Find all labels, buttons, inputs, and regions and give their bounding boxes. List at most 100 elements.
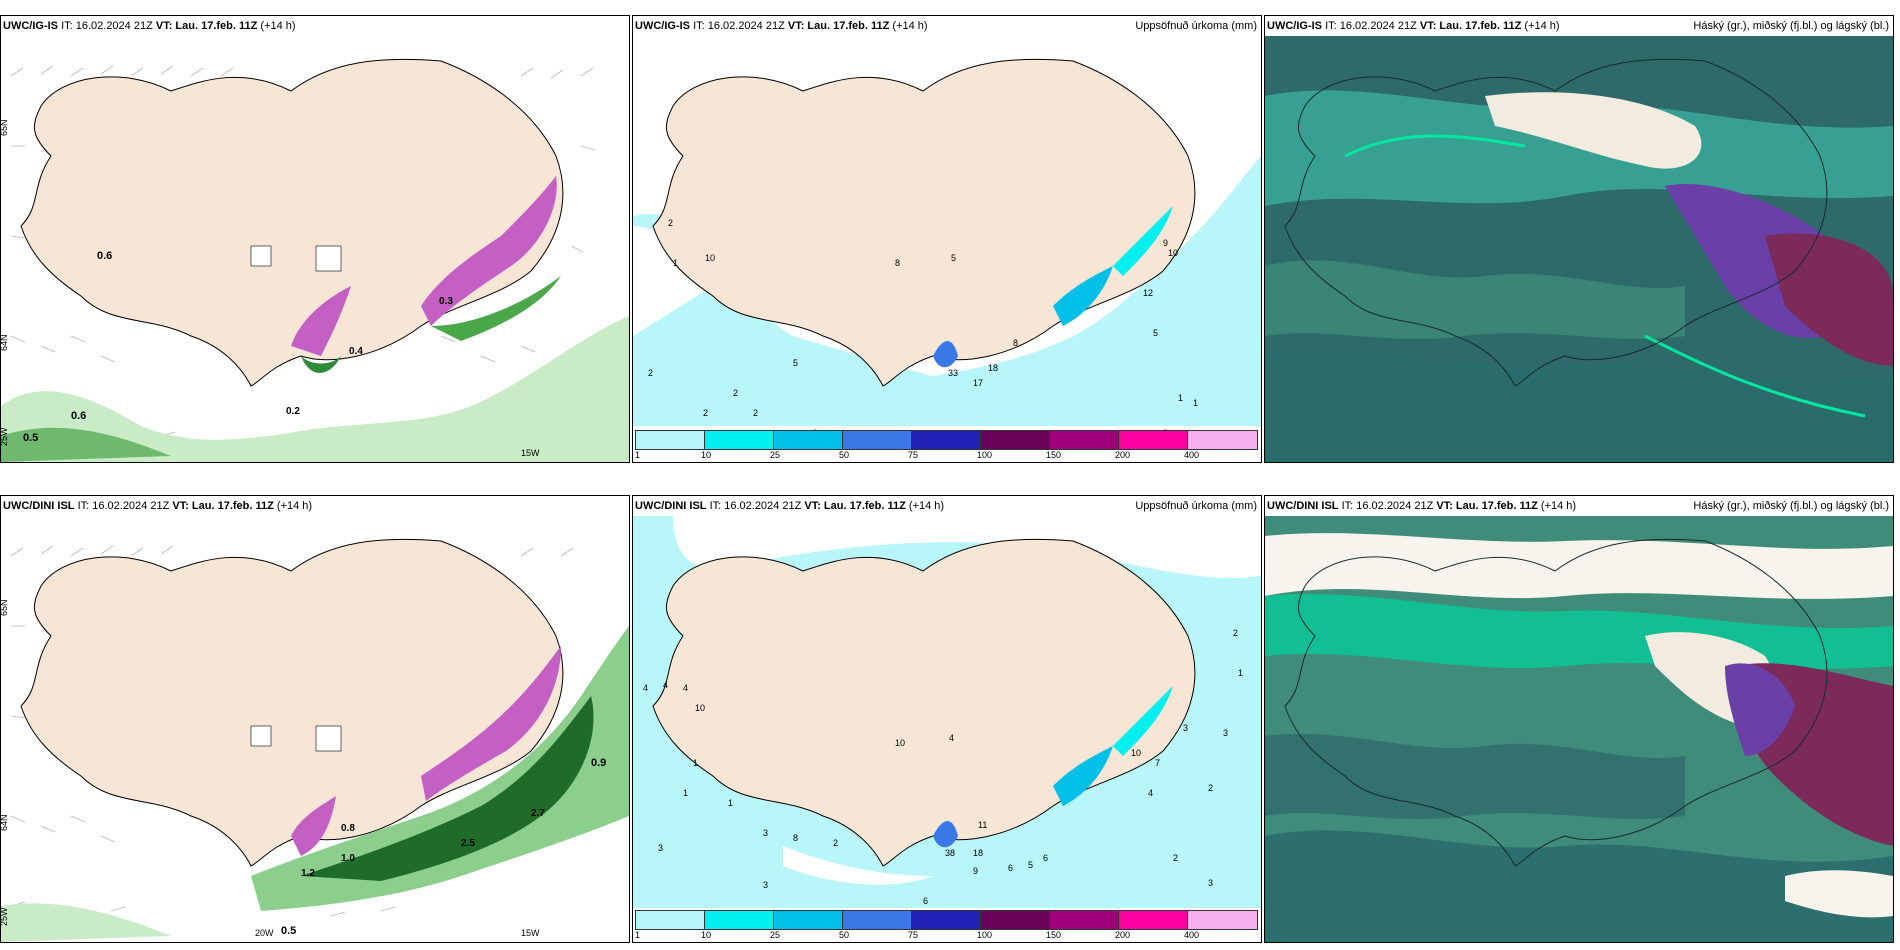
colorbar-tick: 25: [770, 930, 781, 940]
value-label: 2: [1173, 853, 1178, 863]
value-label: 5: [1028, 860, 1033, 870]
value-label: 18: [988, 363, 998, 373]
panel-bottom-middle: UWC/DINI ISL IT: 16.02.2024 21Z VT: Lau.…: [632, 495, 1262, 943]
panel-header: UWC/IG-IS IT: 16.02.2024 21Z VT: Lau. 17…: [1265, 16, 1893, 36]
value-label: 5: [1153, 328, 1158, 338]
init-time: IT: 16.02.2024 21Z: [1341, 500, 1434, 512]
colorbar-tick: 50: [839, 450, 850, 460]
value-label: 18: [973, 848, 983, 858]
init-time: IT: 16.02.2024 21Z: [77, 500, 170, 512]
lon-label: 25W: [1, 427, 9, 446]
value-label: 2.5: [461, 838, 475, 849]
panel-bottom-right: UWC/DINI ISL IT: 16.02.2024 21Z VT: Lau.…: [1264, 495, 1894, 943]
value-label: 1: [673, 258, 678, 268]
map-title: Uppsöfnuð úrkoma (mm): [1135, 20, 1257, 32]
map-title: Háský (gr.), miðský (fj.bl.) og lágský (…: [1693, 500, 1889, 512]
colorbar-tick: 100: [977, 930, 993, 940]
value-label: 9: [1163, 238, 1168, 248]
value-label: 6: [1008, 863, 1013, 873]
colorbar-cell: [843, 911, 912, 929]
value-label: 1.2: [301, 868, 315, 879]
colorbar-tick: 25: [770, 450, 781, 460]
panel-top-left: UWC/IG-IS IT: 16.02.2024 21Z VT: Lau. 17…: [0, 15, 630, 463]
value-label: 1: [1238, 668, 1243, 678]
valid-time-label: VT:: [172, 500, 189, 512]
lat-label: 64N: [1, 814, 9, 831]
init-time: IT: 16.02.2024 21Z: [1325, 20, 1417, 32]
valid-time-label: VT:: [787, 20, 805, 32]
model-name: UWC/IG-IS: [1267, 20, 1322, 32]
colorbar-tick: 150: [1046, 450, 1062, 460]
valid-time: Lau. 17.feb. 11Z: [823, 500, 906, 512]
lon-label: 25W: [1, 907, 9, 926]
colorbar-tick: 200: [1115, 930, 1131, 940]
colorbar-tick: 75: [908, 450, 919, 460]
colorbar-cell: [912, 911, 981, 929]
value-label: 3: [1208, 878, 1213, 888]
valid-time: Lau. 17.feb. 11Z: [1439, 20, 1522, 32]
lon-label: 15W: [521, 448, 540, 458]
colorbar-cell: [912, 431, 981, 449]
value-label: 4: [949, 733, 954, 743]
value-label: 2: [733, 388, 738, 398]
valid-time-label: VT:: [1419, 20, 1437, 32]
colorbar-cell: [1188, 431, 1257, 449]
colorbar-cell: [1119, 911, 1188, 929]
value-label: 2: [1208, 783, 1213, 793]
value-label: 0.5: [23, 432, 38, 444]
model-name: UWC/IG-IS: [635, 20, 690, 32]
value-label: 10: [1131, 748, 1141, 758]
value-label: 0.6: [97, 250, 112, 262]
colorbar-tick: 100: [977, 450, 993, 460]
colorbar-cell: [1119, 431, 1188, 449]
value-label: 8: [1013, 338, 1018, 348]
value-label: 1: [683, 788, 688, 798]
value-label: 9: [973, 866, 978, 876]
valid-time: Lau. 17.feb. 11Z: [1455, 500, 1538, 512]
value-label: 0.3: [439, 296, 453, 307]
precip-map: 2 1 10 8 5 2 2 2 2 1 5 33 17 18 8 12 10 …: [633, 36, 1261, 462]
colorbar-cell: [705, 431, 774, 449]
value-label: 0.4: [349, 346, 363, 357]
colorbar-tick: 200: [1115, 450, 1131, 460]
lead-time: (+14 h): [892, 20, 928, 32]
map-title: Uppsöfnuð úrkoma (mm): [1135, 500, 1257, 512]
value-label: 2: [1233, 628, 1238, 638]
value-label: 4: [683, 683, 688, 693]
panel-header: UWC/DINI ISL IT: 16.02.2024 21Z VT: Lau.…: [633, 496, 1261, 516]
value-label: 0.5: [281, 925, 296, 937]
value-label: 2.7: [531, 808, 545, 819]
colorbar-cell: [636, 911, 705, 929]
value-label: 1: [728, 798, 733, 808]
colorbar-tick: 10: [701, 930, 712, 940]
panel-header: UWC/DINI ISL IT: 16.02.2024 21Z VT: Lau.…: [1, 496, 629, 516]
value-label: 1: [1178, 393, 1183, 403]
value-label: 0.9: [591, 757, 606, 769]
colorbar-cell: [981, 911, 1050, 929]
value-label: 0.2: [286, 406, 300, 417]
value-label: 1: [693, 758, 698, 768]
wind-snow-map: 0.6 0.6 0.5 0.4 0.2 0.3 65N 64N 25W 15W: [1, 36, 629, 462]
colorbar-cell: [981, 431, 1050, 449]
colorbar-tick: 150: [1046, 930, 1062, 940]
value-label: 8: [895, 258, 900, 268]
colorbar-tick: 50: [839, 930, 850, 940]
panel-header: UWC/IG-IS IT: 16.02.2024 21Z VT: Lau. 17…: [1, 16, 629, 36]
init-time: IT: 16.02.2024 21Z: [61, 20, 153, 32]
panel-header: UWC/DINI ISL IT: 16.02.2024 21Z VT: Lau.…: [1265, 496, 1893, 516]
lead-time: (+14 h): [1524, 20, 1560, 32]
lead-time: (+14 h): [276, 500, 313, 512]
value-label: 38: [945, 848, 955, 858]
valid-time-label: VT:: [1436, 500, 1453, 512]
lead-time: (+14 h): [908, 500, 945, 512]
colorbar-tick: 75: [908, 930, 919, 940]
panel-bottom-left: UWC/DINI ISL IT: 16.02.2024 21Z VT: Lau.…: [0, 495, 630, 943]
value-label: 2: [703, 408, 708, 418]
colorbar-cells: [635, 430, 1258, 450]
valid-time: Lau. 17.feb. 11Z: [807, 20, 890, 32]
value-label: 2: [833, 838, 838, 848]
value-label: 4: [1148, 788, 1153, 798]
value-label: 0.8: [341, 823, 355, 834]
value-label: 17: [973, 378, 983, 388]
colorbar-cell: [1188, 911, 1257, 929]
